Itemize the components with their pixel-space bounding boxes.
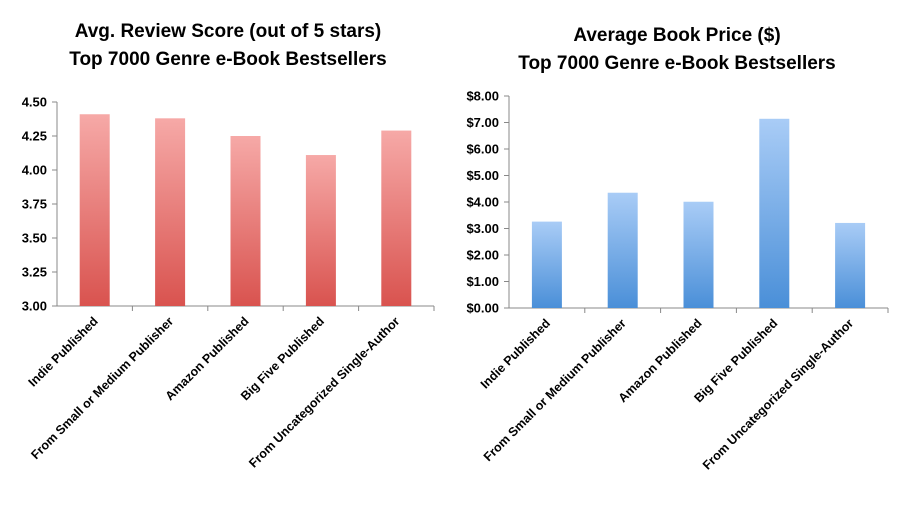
y-tick-label: $1.00 xyxy=(466,274,499,289)
chart-title: Average Book Price ($) xyxy=(573,25,780,46)
plot-area: 3.00 3.25 3.50 3.75 4.00 4.25 4.50 Indie Publis… xyxy=(22,95,435,470)
bar xyxy=(683,201,714,308)
y-tick-label: $5.00 xyxy=(466,168,499,183)
bar xyxy=(759,118,790,308)
x-category-label: From Small or Medium Publisher xyxy=(28,314,176,462)
chart-subtitle: Top 7000 Genre e-Book Bestsellers xyxy=(69,49,387,70)
bar xyxy=(381,130,412,306)
y-tick-label: $2.00 xyxy=(466,248,499,263)
y-tick-label: $3.00 xyxy=(466,221,499,236)
y-tick-label: 4.25 xyxy=(22,129,47,144)
bar xyxy=(305,155,336,306)
bar xyxy=(230,136,261,306)
y-tick-label: 4.00 xyxy=(22,163,47,178)
bar xyxy=(79,114,110,307)
y-tick-label: $7.00 xyxy=(466,115,499,130)
y-tick-label: 3.25 xyxy=(22,265,47,280)
y-tick-label: $0.00 xyxy=(466,301,499,316)
x-category-label: Big Five Published xyxy=(238,314,327,403)
x-category-label: From Small or Medium Publisher xyxy=(481,316,629,464)
bar xyxy=(155,118,186,306)
book-price-chart: Average Book Price ($) Top 7000 Genre e-… xyxy=(466,25,889,472)
y-tick-label: 3.00 xyxy=(22,299,47,314)
y-tick-label: $4.00 xyxy=(466,195,499,210)
review-score-chart: Avg. Review Score (out of 5 stars) Top 7… xyxy=(22,21,435,470)
y-tick-label: $6.00 xyxy=(466,142,499,157)
x-category-label: Indie Published xyxy=(26,314,101,389)
y-tick-label: 3.50 xyxy=(22,231,47,246)
y-tick-label: $8.00 xyxy=(466,89,499,104)
bar xyxy=(835,222,866,308)
y-tick-label: 4.50 xyxy=(22,95,47,110)
x-category-label: From Uncategorized Single-Author xyxy=(246,314,402,470)
chart-title: Avg. Review Score (out of 5 stars) xyxy=(75,21,382,42)
x-category-label: Indie Published xyxy=(478,316,553,391)
x-category-label: Amazon Published xyxy=(163,314,252,403)
x-category-label: Big Five Published xyxy=(691,316,780,405)
plot-area: $0.00 $1.00 $2.00 $3.00 $4.00 $5.00 $6.00 $7.00… xyxy=(466,89,889,472)
x-category-label: From Uncategorized Single-Author xyxy=(700,316,856,472)
chart-subtitle: Top 7000 Genre e-Book Bestsellers xyxy=(518,53,836,74)
y-tick-label: 3.75 xyxy=(22,197,47,212)
bar xyxy=(607,192,638,308)
bar xyxy=(531,221,562,308)
x-category-label: Amazon Published xyxy=(616,316,705,405)
